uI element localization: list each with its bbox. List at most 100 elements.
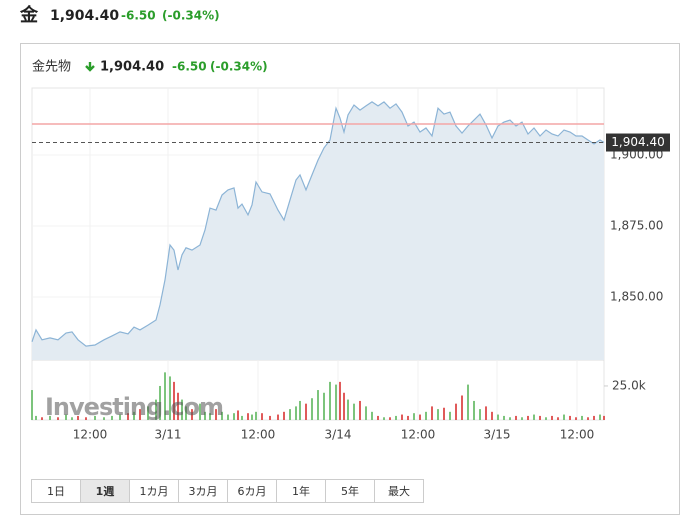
volume-bar [305,403,307,420]
volume-bar [389,417,391,420]
volume-bar [461,395,463,420]
volume-bar [277,414,279,420]
volume-bar [593,415,595,420]
volume-bar [247,413,249,420]
last-price-box [606,133,670,152]
volume-bar [413,413,415,420]
volume-bar [599,414,601,420]
chart-change-pct: (-0.34%) [210,60,268,74]
volume-bar [581,415,583,420]
x-tick-label: 12:00 [560,428,595,442]
range-button[interactable]: 最大 [374,479,424,503]
range-button[interactable]: 1日 [31,479,81,503]
volume-bar [557,417,559,420]
volume-bar [497,414,499,420]
volume-bar [347,399,349,420]
volume-bar [41,417,43,420]
volume-bar [77,415,79,420]
x-tick-label: 3/11 [155,428,182,442]
volume-bar [185,406,187,420]
header-price: 1,904.40 [50,8,119,24]
volume-bar [85,417,87,420]
volume-bar [237,410,239,420]
price-line [31,101,605,347]
volume-bar [365,406,367,420]
chart-price: 1,904.40 [100,60,164,75]
x-tick-label: 12:00 [401,428,436,442]
volume-bar [545,417,547,420]
volume-bar [569,415,571,420]
range-button[interactable]: 3カ月 [178,479,228,503]
volume-bar [479,409,481,420]
volume-bar [339,381,341,420]
volume-bar [515,415,517,420]
chart-change: -6.50 [172,60,207,74]
x-tick-label: 3/14 [325,428,352,442]
y-tick-label: 1,850.00 [610,289,663,303]
range-button[interactable]: 1週 [80,479,130,503]
volume-bar [57,417,59,420]
volume-bar [111,415,113,420]
volume-bar [71,417,73,420]
range-button[interactable]: 1年 [276,479,326,503]
volume-bar [221,411,223,420]
volume-bar [503,415,505,420]
volume-bar [283,411,285,420]
volume-bar [241,415,243,420]
volume-bar [147,406,149,420]
volume-bar [227,414,229,420]
volume-bar [587,417,589,420]
volume-bar [119,414,121,420]
volume-bar [551,415,553,420]
header-name: 金 [19,4,39,26]
volume-bar [233,413,235,420]
volume-bar [269,415,271,420]
volume-bar [215,409,217,420]
volume-bar [49,415,51,420]
header-change: -6.50 [121,9,156,23]
volume-bar [199,403,201,420]
volume-bar [431,406,433,420]
last-price-label: 1,904.40 [611,135,664,149]
widget-frame [20,43,680,515]
volume-bar [209,413,211,420]
volume-bar [204,411,206,420]
volume-bar [255,411,257,420]
volume-bar [31,390,33,420]
volume-bar [35,415,37,420]
watermark: Investing.com [45,393,223,421]
range-button[interactable]: 6カ月 [227,479,277,503]
volume-bar [181,399,183,420]
volume-bar [527,415,529,420]
volume-bar [443,407,445,420]
range-button[interactable]: 5年 [325,479,375,503]
volume-bar [509,417,511,420]
volume-bar [575,417,577,420]
volume-bar [533,414,535,420]
volume-bar [177,392,179,420]
range-buttons: 1日 1週 1カ月 3カ月 6カ月 1年 5年 最大 [31,479,424,503]
volume-bar [311,398,313,420]
volume-bar [473,400,475,420]
volume-bar [173,381,175,420]
x-tick-label: 12:00 [73,428,108,442]
volume-bar [289,409,291,420]
x-tick-label: 12:00 [241,428,276,442]
volume-bar [377,415,379,420]
volume-bar [139,409,141,420]
range-button[interactable]: 1カ月 [129,479,179,503]
volume-bar [521,417,523,420]
volume-bar [323,392,325,420]
x-tick-label: 3/15 [484,428,511,442]
header-change-pct: (-0.34%) [162,9,220,23]
volume-bar [395,415,397,420]
volume-bar [401,414,403,420]
volume-bar [383,417,385,420]
y-tick-label: 1,875.00 [610,218,663,232]
volume-bar [425,411,427,420]
volume-bar [261,413,263,420]
volume-bar [329,381,331,420]
volume-bar [133,411,135,420]
